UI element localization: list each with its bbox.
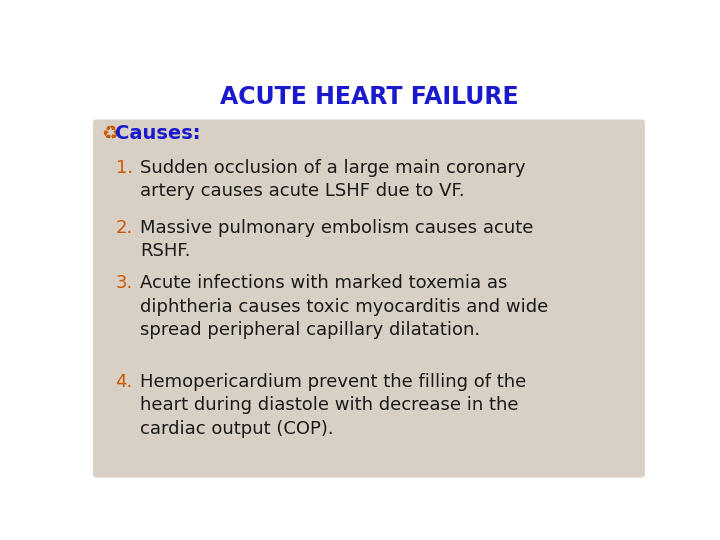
Text: 1.: 1. [115, 159, 132, 177]
Text: 3.: 3. [115, 274, 132, 292]
Text: Acute infections with marked toxemia as
diphtheria causes toxic myocarditis and : Acute infections with marked toxemia as … [140, 274, 549, 340]
Text: ACUTE HEART FAILURE: ACUTE HEART FAILURE [220, 85, 518, 109]
Text: Sudden occlusion of a large main coronary
artery causes acute LSHF due to VF.: Sudden occlusion of a large main coronar… [140, 159, 526, 200]
Text: Massive pulmonary embolism causes acute
RSHF.: Massive pulmonary embolism causes acute … [140, 219, 534, 260]
Text: 2.: 2. [115, 219, 132, 237]
FancyBboxPatch shape [93, 119, 645, 477]
Text: Causes:: Causes: [114, 124, 200, 143]
Text: 4.: 4. [115, 373, 132, 391]
FancyBboxPatch shape [86, 60, 652, 485]
Text: ♻: ♻ [101, 124, 118, 143]
Text: Hemopericardium prevent the filling of the
heart during diastole with decrease i: Hemopericardium prevent the filling of t… [140, 373, 526, 438]
